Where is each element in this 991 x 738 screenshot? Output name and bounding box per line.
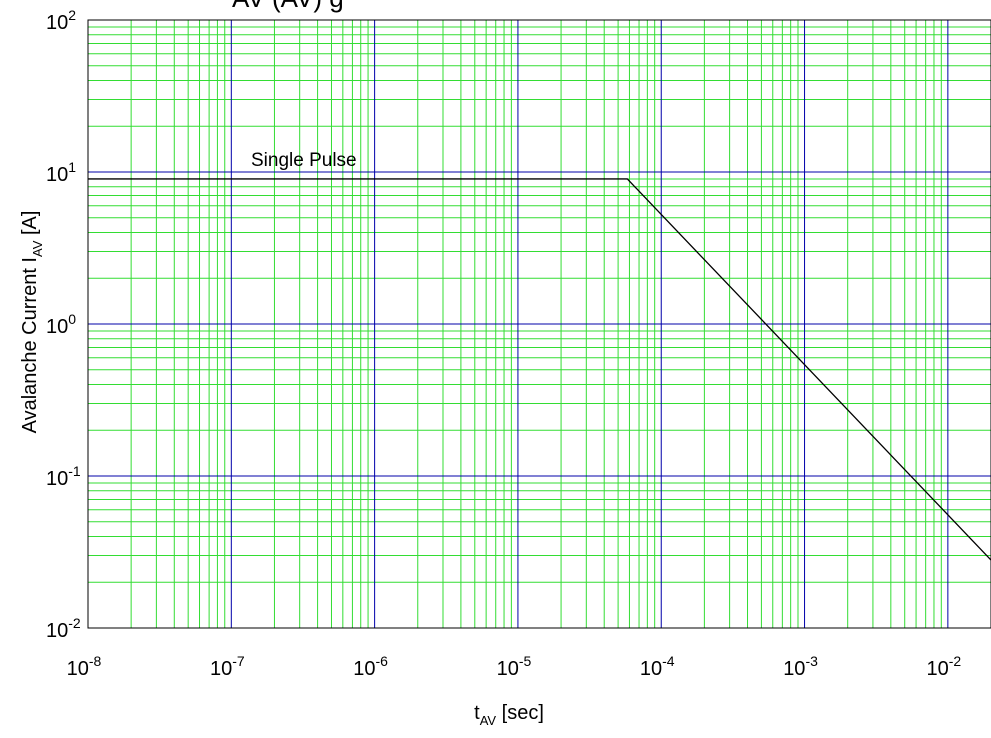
series-layer	[88, 178, 991, 561]
y-tick-exp: 0	[68, 311, 76, 327]
y-tick-exp: -2	[68, 615, 81, 631]
y-tick-base: 10	[46, 12, 68, 34]
x-tick-label: 10-5	[497, 653, 532, 680]
x-axis-label: tAV [sec]	[474, 702, 544, 728]
y-tick-exp: 2	[68, 7, 76, 23]
x-tick-base: 10	[640, 658, 662, 680]
x-tick-label: 10-8	[67, 653, 102, 680]
x-tick-exp: -2	[949, 653, 962, 669]
y-tick-label: 101	[46, 159, 76, 186]
series-line-single-pulse	[88, 178, 991, 561]
y-axis-label-sub: AV	[30, 240, 45, 257]
x-tick-exp: -3	[805, 653, 818, 669]
x-tick-exp: -4	[662, 653, 675, 669]
x-tick-label: 10-6	[353, 653, 388, 680]
x-tick-exp: -7	[232, 653, 245, 669]
y-axis-label-unit: [A]	[19, 211, 41, 241]
y-axis-label-main: Avalanche Current I	[19, 257, 41, 433]
x-tick-base: 10	[67, 658, 89, 680]
x-tick-base: 10	[927, 658, 949, 680]
chart-title-fragment: AV (AV) g	[232, 0, 344, 13]
x-tick-exp: -8	[89, 653, 102, 669]
x-axis-label-main: t	[474, 702, 480, 724]
x-axis-label-sub: AV	[480, 713, 497, 728]
y-tick-exp: 1	[68, 159, 76, 175]
y-tick-label: 102	[46, 7, 76, 34]
y-tick-exp: -1	[68, 463, 81, 479]
plot-frame	[87, 19, 991, 629]
x-tick-labels: 10-8 10-7 10-6 10-5 10-4 10-3 10-2	[67, 653, 962, 680]
y-tick-base: 10	[46, 620, 68, 642]
x-tick-exp: -6	[376, 653, 389, 669]
y-tick-base: 10	[46, 468, 68, 490]
y-tick-label: 10-2	[46, 615, 81, 642]
series-label-single-pulse: Single Pulse	[251, 150, 357, 171]
y-tick-base: 10	[46, 164, 68, 186]
y-tick-base: 10	[46, 316, 68, 338]
y-tick-label: 10-1	[46, 463, 81, 490]
x-tick-base: 10	[210, 658, 232, 680]
x-axis-label-unit: [sec]	[496, 702, 544, 724]
x-tick-base: 10	[497, 658, 519, 680]
x-tick-label: 10-7	[210, 653, 245, 680]
x-tick-label: 10-2	[927, 653, 962, 680]
x-tick-label: 10-3	[783, 653, 818, 680]
x-tick-exp: -5	[519, 653, 532, 669]
y-axis-label: Avalanche Current IAV [A]	[19, 211, 45, 434]
y-tick-label: 100	[46, 311, 76, 338]
x-tick-base: 10	[353, 658, 375, 680]
x-tick-base: 10	[783, 658, 805, 680]
x-tick-label: 10-4	[640, 653, 675, 680]
